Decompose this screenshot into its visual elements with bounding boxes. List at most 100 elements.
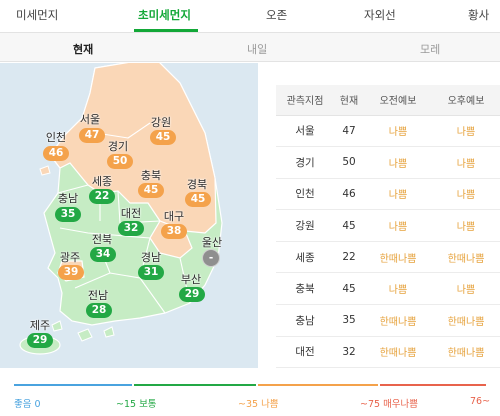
legend-label-normal: ~15 보통 [116, 399, 157, 410]
table-row[interactable]: 서울 47 나쁨 나쁨 [276, 115, 500, 148]
korea-dust-map: 서울 47 강원 45 인천 46 경기 50 충북 45 세종 22 경북 4… [0, 63, 258, 368]
current-value: 46 [334, 178, 364, 211]
map-label-chungnam: 충남 [57, 192, 79, 205]
table-row[interactable]: 경기 50 나쁨 나쁨 [276, 146, 500, 179]
table-header-row: 관측지점 현재 오전예보 오후예보 [276, 85, 500, 116]
morning-grade: 나쁨 [364, 209, 432, 242]
table-row[interactable]: 인천 46 나쁨 나쁨 [276, 178, 500, 211]
header-morning-forecast: 오전예보 [364, 85, 432, 116]
tab-uv[interactable]: 자외선 [364, 8, 396, 22]
station-name: 서울 [276, 115, 334, 148]
current-value: 35 [334, 304, 364, 337]
station-name: 인천 [276, 178, 334, 211]
tab-yellow-dust[interactable]: 황사 [468, 8, 490, 22]
station-name: 세종 [276, 241, 334, 274]
map-value-daejeon[interactable]: 32 [118, 221, 144, 236]
dust-level-legend: 좋음 0 ~15 보통 ~35 나쁨 ~75 매우나쁨 76~ [0, 384, 500, 416]
afternoon-grade: 한때나쁨 [432, 304, 500, 337]
current-value: 45 [334, 272, 364, 306]
map-value-gangwon[interactable]: 45 [150, 130, 176, 145]
map-label-seoul: 서울 [79, 113, 101, 126]
south-island-2 [77, 328, 93, 342]
map-value-chungnam[interactable]: 35 [55, 207, 81, 222]
map-label-busan: 부산 [180, 273, 202, 286]
map-value-ulsan[interactable]: - [202, 249, 220, 267]
current-value: 22 [334, 241, 364, 274]
station-name: 강원 [276, 209, 334, 242]
map-value-gwangju[interactable]: 39 [58, 265, 84, 280]
tab-today[interactable]: 현재 [73, 43, 94, 56]
morning-grade: 한때나쁨 [364, 304, 432, 337]
morning-grade: 나쁨 [364, 146, 432, 179]
map-label-sejong: 세종 [91, 175, 113, 188]
tab-day-after-tomorrow[interactable]: 모레 [420, 43, 441, 56]
current-value: 32 [334, 336, 364, 369]
morning-grade: 나쁨 [364, 115, 432, 148]
map-label-incheon: 인천 [45, 131, 67, 144]
morning-grade: 한때나쁨 [364, 241, 432, 274]
map-label-gyeonggi: 경기 [107, 140, 129, 153]
south-island-3 [103, 326, 115, 338]
station-table: 관측지점 현재 오전예보 오후예보 서울 47 나쁨 나쁨 경기 50 나쁨 나… [276, 85, 500, 369]
province-borders [57, 122, 191, 314]
map-label-chungbuk: 충북 [140, 169, 162, 182]
south-island-1 [51, 320, 63, 332]
map-label-daegu: 대구 [163, 210, 185, 223]
tab-fine-dust[interactable]: 미세먼지 [16, 8, 59, 22]
map-value-daegu[interactable]: 38 [161, 224, 187, 239]
table-row[interactable]: 충남 35 한때나쁨 한때나쁨 [276, 304, 500, 337]
afternoon-grade: 나쁨 [432, 146, 500, 179]
tab-ozone[interactable]: 오존 [266, 8, 288, 22]
mainland-bad-region [49, 63, 217, 234]
station-name: 대전 [276, 336, 334, 369]
map-label-gyeongnam: 경남 [140, 251, 162, 264]
tab-ultrafine-dust[interactable]: 초미세먼지 [138, 8, 191, 22]
header-station: 관측지점 [276, 85, 334, 116]
legend-label-good: 좋음 0 [14, 399, 41, 410]
current-value: 47 [334, 115, 364, 148]
map-label-jeonbuk: 전북 [91, 233, 113, 246]
legend-label-very-bad: ~75 매우나쁨 [360, 399, 419, 410]
map-value-incheon[interactable]: 46 [43, 146, 69, 161]
afternoon-grade: 나쁨 [432, 178, 500, 211]
afternoon-grade: 한때나쁨 [432, 241, 500, 274]
table-row[interactable]: 강원 45 나쁨 나쁨 [276, 209, 500, 242]
legend-bar-good [14, 384, 132, 386]
map-value-busan[interactable]: 29 [179, 287, 205, 302]
map-label-jeju: 제주 [29, 319, 51, 332]
map-label-gwangju: 광주 [59, 251, 81, 264]
map-value-chungbuk[interactable]: 45 [138, 183, 164, 198]
morning-grade: 한때나쁨 [364, 336, 432, 369]
map-label-daejeon: 대전 [120, 207, 142, 220]
table-row[interactable]: 충북 45 나쁨 나쁨 [276, 272, 500, 306]
active-tab-indicator [134, 29, 198, 32]
map-value-jeonbuk[interactable]: 34 [90, 247, 116, 262]
map-value-gyeonggi[interactable]: 50 [107, 154, 133, 169]
map-value-seoul[interactable]: 47 [79, 128, 105, 143]
station-name: 충남 [276, 304, 334, 337]
table-row[interactable]: 대전 32 한때나쁨 한때나쁨 [276, 336, 500, 369]
header-current: 현재 [334, 85, 364, 116]
afternoon-grade: 나쁨 [432, 115, 500, 148]
map-label-ulsan: 울산 [201, 236, 223, 249]
map-value-gyeongbuk[interactable]: 45 [185, 192, 211, 207]
map-value-jeonnam[interactable]: 28 [86, 303, 112, 318]
morning-grade: 나쁨 [364, 178, 432, 211]
map-value-gyeongnam[interactable]: 31 [138, 265, 164, 280]
legend-bar-normal [134, 384, 256, 386]
map-value-jeju[interactable]: 29 [27, 333, 53, 348]
day-tab-bar: 현재 내일 모레 [0, 32, 500, 62]
tab-tomorrow[interactable]: 내일 [247, 43, 268, 56]
map-label-gangwon: 강원 [150, 116, 172, 129]
station-name: 충북 [276, 272, 334, 306]
header-afternoon-forecast: 오후예보 [432, 85, 500, 116]
morning-grade: 나쁨 [364, 272, 432, 306]
afternoon-grade: 나쁨 [432, 272, 500, 306]
legend-label-bad: ~35 나쁨 [238, 399, 279, 410]
table-row[interactable]: 세종 22 한때나쁨 한때나쁨 [276, 241, 500, 274]
map-value-sejong[interactable]: 22 [89, 189, 115, 204]
legend-bar-very-bad [380, 384, 486, 386]
incheon-island [39, 165, 51, 176]
current-value: 45 [334, 209, 364, 242]
legend-label-worst: 76~ [470, 396, 491, 407]
